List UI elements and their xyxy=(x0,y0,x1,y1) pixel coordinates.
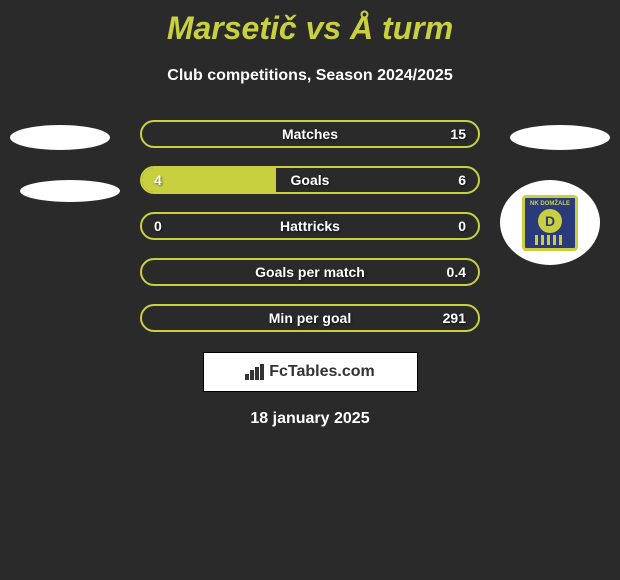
stat-bar-goals: 4 Goals 6 xyxy=(140,166,480,194)
stat-bar-goals-per-match: Goals per match 0.4 xyxy=(140,258,480,286)
badge-stripes xyxy=(535,235,565,245)
stat-bar-min-per-goal: Min per goal 291 xyxy=(140,304,480,332)
badge-circle: NK DOMŽALE D xyxy=(500,180,600,265)
badge-inner: NK DOMŽALE D xyxy=(522,195,578,251)
stat-value-right: 0 xyxy=(458,218,466,234)
player-right-avatar xyxy=(510,125,610,150)
stat-label: Matches xyxy=(142,126,478,142)
stat-label: Hattricks xyxy=(142,218,478,234)
stat-label: Min per goal xyxy=(142,310,478,326)
logo-text: FcTables.com xyxy=(269,363,375,381)
page-title: Marsetič vs Å turm xyxy=(0,0,620,47)
chart-icon xyxy=(245,364,265,380)
team-badge: NK DOMŽALE D xyxy=(500,180,600,265)
fctables-logo[interactable]: FcTables.com xyxy=(203,352,418,392)
stats-container: Matches 15 4 Goals 6 0 Hattricks 0 Goals… xyxy=(140,120,480,332)
badge-letter: D xyxy=(538,209,562,233)
page-subtitle: Club competitions, Season 2024/2025 xyxy=(0,67,620,85)
stat-bar-matches: Matches 15 xyxy=(140,120,480,148)
stat-value-right: 15 xyxy=(450,126,466,142)
stat-label: Goals per match xyxy=(142,264,478,280)
stat-value-right: 0.4 xyxy=(447,264,466,280)
player-left-avatar-1 xyxy=(10,125,110,150)
stat-bar-hattricks: 0 Hattricks 0 xyxy=(140,212,480,240)
stat-label: Goals xyxy=(142,172,478,188)
player-left-avatar-2 xyxy=(20,180,120,202)
stat-value-right: 291 xyxy=(443,310,466,326)
stat-value-right: 6 xyxy=(458,172,466,188)
date-text: 18 january 2025 xyxy=(0,410,620,428)
badge-team-name: NK DOMŽALE xyxy=(530,201,570,207)
